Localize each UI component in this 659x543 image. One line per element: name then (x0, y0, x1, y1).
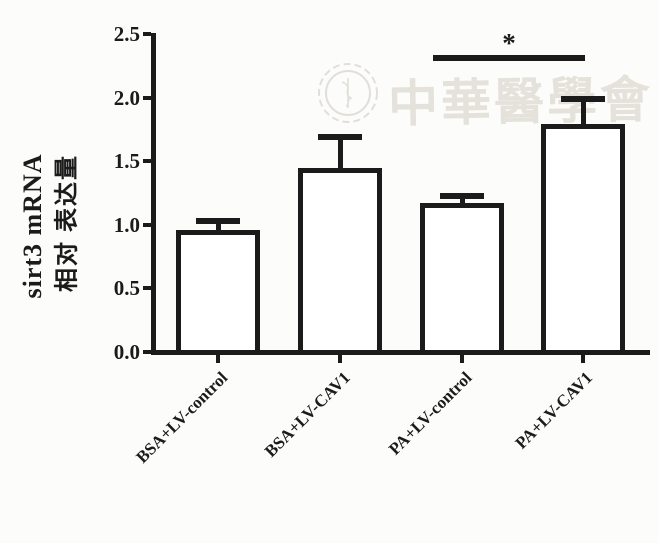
x-tick (338, 355, 342, 363)
significance-star: * (502, 28, 516, 58)
bar (298, 167, 382, 355)
error-bar-stem (581, 98, 586, 125)
error-bar-cap (196, 217, 240, 224)
y-tick (143, 95, 151, 100)
x-axis-label-text: PA+LV-CAV1 (511, 368, 597, 453)
error-bar-cap (318, 134, 362, 141)
y-tick (143, 350, 151, 354)
x-axis-line (151, 350, 650, 355)
y-tick-label: 0.0 (113, 340, 140, 364)
error-bar-stem (338, 137, 343, 168)
y-tick-label: 2.5 (113, 22, 140, 46)
x-tick (460, 355, 464, 363)
error-bar-cap (561, 95, 605, 102)
x-tick (216, 355, 220, 363)
y-tick (143, 159, 151, 164)
y-tick (143, 32, 151, 36)
x-axis-label: PA+LV-CAV1 (363, 368, 597, 453)
bar (420, 203, 504, 355)
significance-line (433, 55, 585, 61)
x-tick (581, 355, 585, 363)
y-tick-label: 1.5 (113, 149, 140, 174)
y-tick (143, 286, 151, 291)
y-axis-title-cn: 相对 表达量 (54, 154, 81, 292)
y-tick-label: 2.0 (113, 85, 140, 110)
bar (176, 229, 260, 355)
y-tick-label: 1.0 (113, 212, 140, 237)
error-bar-cap (440, 192, 484, 199)
error-bar-stem (216, 220, 221, 230)
error-bar-stem (460, 195, 465, 204)
y-axis-title: sirt3 mRNA (18, 153, 47, 299)
y-tick-label: 0.5 (113, 276, 140, 301)
y-tick (143, 222, 151, 227)
y-axis-line (151, 33, 156, 355)
bar (541, 124, 625, 355)
watermark-logo-icon (318, 63, 378, 123)
